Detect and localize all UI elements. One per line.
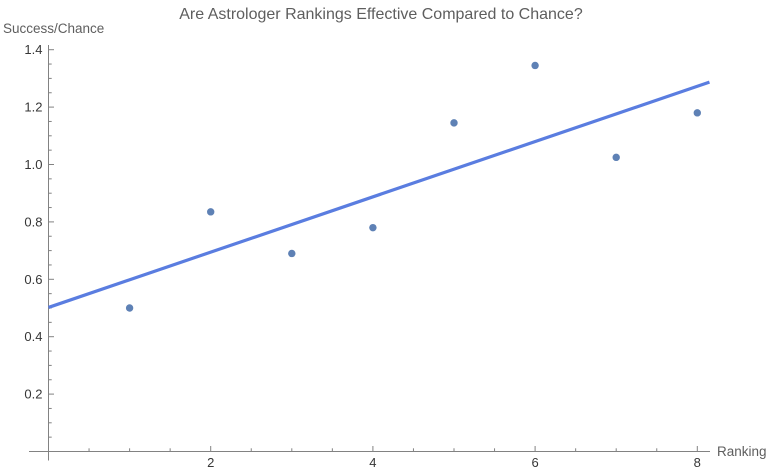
data-point	[207, 208, 215, 216]
y-tick-label: 0.4	[24, 329, 42, 344]
data-point	[450, 119, 458, 127]
data-point	[693, 109, 701, 117]
y-axis-label: Success/Chance	[3, 21, 105, 36]
y-tick-label: 1.0	[24, 157, 42, 172]
y-tick-label: 0.2	[24, 387, 42, 402]
x-tick-label: 8	[694, 455, 701, 470]
y-tick-label: 0.8	[24, 214, 42, 229]
chart-title: Are Astrologer Rankings Effective Compar…	[179, 6, 583, 23]
y-tick-label: 1.4	[24, 42, 42, 57]
data-point	[125, 304, 134, 312]
y-tick-label: 1.2	[24, 100, 42, 115]
data-point	[531, 61, 539, 70]
x-tick-label: 4	[369, 455, 376, 470]
x-axis-label: Ranking	[717, 444, 767, 459]
data-point	[369, 223, 377, 232]
x-tick-label: 6	[531, 455, 538, 470]
y-tick-label: 0.6	[24, 272, 42, 287]
x-tick-label: 2	[207, 455, 214, 470]
trend-line	[47, 80, 710, 309]
data-point	[288, 249, 296, 258]
data-point	[612, 153, 620, 162]
